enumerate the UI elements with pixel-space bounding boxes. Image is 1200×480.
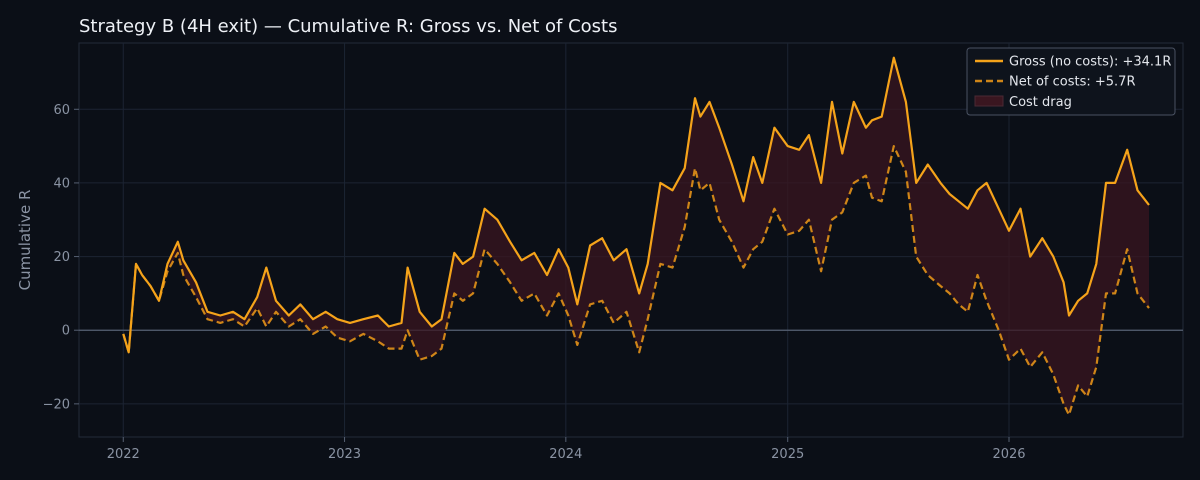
net-series-line bbox=[122, 145, 1150, 416]
x-tick-label: 2023 bbox=[328, 447, 361, 462]
legend-box bbox=[966, 47, 1176, 116]
y-tick-label: 20 bbox=[53, 250, 70, 265]
gross-series-line bbox=[122, 56, 1150, 354]
y-axis-label: Cumulative R bbox=[16, 190, 34, 291]
x-tick-label: 2025 bbox=[771, 447, 804, 462]
plot-area: −20 0 20 40 60 2022 2023 2024 2025 2026 bbox=[43, 42, 1184, 462]
chart-title: Strategy B (4H exit) — Cumulative R: Gro… bbox=[79, 16, 617, 37]
y-tick-label: 0 bbox=[62, 324, 70, 339]
y-tick-label: 60 bbox=[53, 103, 70, 118]
x-tick-label: 2024 bbox=[549, 447, 582, 462]
legend-net-label: Net of costs: +5.7R bbox=[1009, 75, 1135, 90]
legend-cost-drag-swatch bbox=[974, 95, 1004, 107]
legend-cost-drag-label: Cost drag bbox=[1009, 95, 1072, 110]
plot-frame bbox=[78, 42, 1184, 438]
x-tick-label: 2022 bbox=[107, 447, 140, 462]
legend-gross-label: Gross (no costs): +34.1R bbox=[1009, 55, 1171, 70]
y-tick-label: −20 bbox=[43, 397, 70, 412]
x-tick-label: 2026 bbox=[992, 447, 1025, 462]
legend: Gross (no costs): +34.1R Net of costs: +5… bbox=[966, 47, 1176, 116]
y-tick-label: 40 bbox=[53, 176, 70, 191]
